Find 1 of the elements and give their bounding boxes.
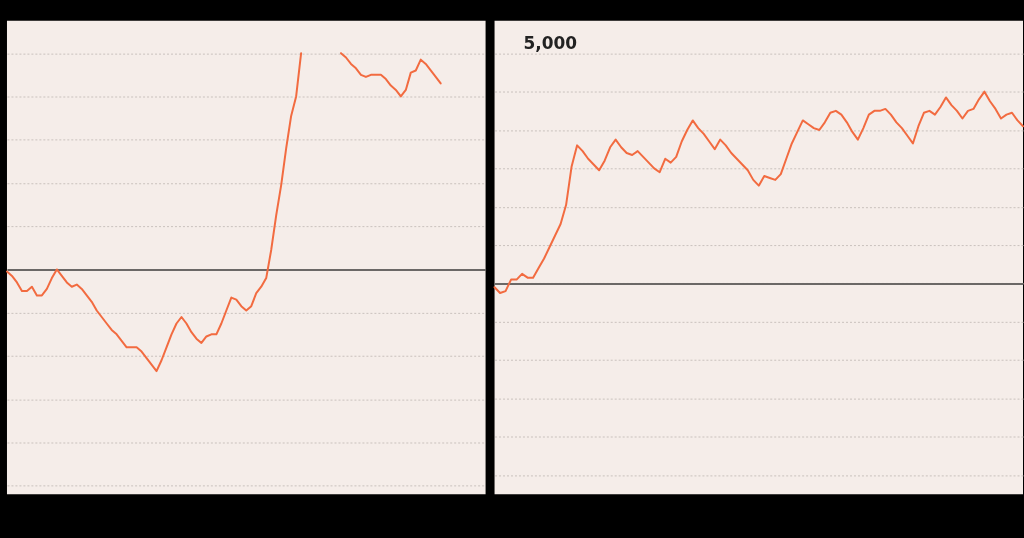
text: 5,000 (523, 32, 578, 53)
